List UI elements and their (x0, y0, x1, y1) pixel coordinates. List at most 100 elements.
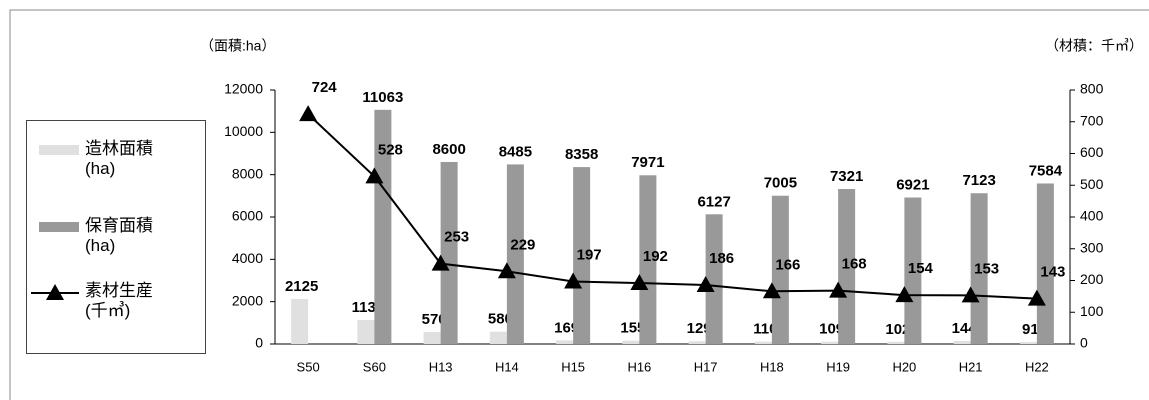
bar (506, 164, 524, 344)
legend: 造林面積 (ha) 保育面積 (ha) 素材生産 (千㎥) (26, 120, 206, 354)
value-label: 153 (974, 260, 999, 277)
value-label: 169 (554, 319, 579, 336)
value-label: 570 (422, 311, 447, 328)
y-axis-label: （面積:ha） (200, 38, 275, 54)
marker (696, 275, 715, 292)
bar (953, 340, 971, 344)
x-tick-label: H22 (1025, 359, 1049, 374)
value-label: 7584 (1029, 162, 1063, 179)
value-label: 6921 (896, 176, 929, 193)
value-label: 8358 (565, 146, 598, 163)
x-tick-label: H19 (826, 359, 850, 374)
legend-item: 造林面積 (ha) (27, 139, 153, 179)
value-label: 168 (842, 256, 867, 273)
y2-tick-label: 400 (1080, 208, 1104, 224)
y-tick-label: 2000 (232, 292, 263, 308)
x-tick-label: S60 (363, 359, 386, 374)
y2-tick-label: 600 (1080, 144, 1104, 160)
y-tick-label: 6000 (232, 208, 263, 224)
bar (970, 193, 988, 344)
bar (556, 340, 574, 344)
y-tick-label: 12000 (224, 81, 263, 97)
bar (771, 195, 789, 344)
marker (961, 286, 980, 303)
value-label: 7005 (764, 175, 797, 192)
y2-axis-label: （材積：千㎥） (1045, 38, 1143, 54)
legend-label: 素材生産 (千㎥) (85, 281, 153, 320)
marker (431, 254, 450, 271)
bar (705, 214, 723, 344)
y2-tick-label: 300 (1080, 239, 1104, 255)
bar (904, 197, 922, 344)
x-tick-label: H14 (495, 359, 519, 374)
legend-swatch (27, 281, 85, 311)
marker (497, 262, 516, 279)
value-label: 155 (620, 320, 645, 337)
x-tick-label: H13 (429, 359, 453, 374)
value-label: 109 (819, 321, 844, 338)
y2-tick-label: 200 (1080, 271, 1104, 287)
y2-tick-label: 800 (1080, 81, 1104, 97)
marker (1027, 289, 1046, 306)
bar (374, 109, 392, 345)
value-label: 192 (643, 248, 668, 265)
bar (423, 331, 441, 344)
value-label: 253 (444, 229, 469, 246)
frame (9, 9, 1149, 400)
value-label: 7321 (830, 168, 863, 185)
bar (838, 189, 856, 344)
marker (762, 282, 781, 299)
value-label: 7123 (962, 172, 995, 189)
bar (357, 320, 375, 344)
marker (895, 286, 914, 303)
y2-tick-label: 700 (1080, 112, 1104, 128)
x-tick-label: H16 (627, 359, 651, 374)
legend-swatch (27, 216, 85, 246)
marker (829, 281, 848, 298)
value-label: 2125 (285, 278, 318, 295)
y2-tick-label: 500 (1080, 176, 1104, 192)
marker (299, 105, 318, 122)
value-label: 102 (885, 321, 910, 338)
bar (573, 167, 591, 344)
y-tick-label: 10000 (224, 123, 263, 139)
legend-label: 造林面積 (ha) (85, 139, 153, 178)
bar (754, 341, 772, 344)
marker (630, 274, 649, 291)
bar (440, 161, 458, 344)
legend-item: 保育面積 (ha) (27, 216, 153, 256)
value-label: 129 (687, 320, 712, 337)
value-label: 143 (1040, 264, 1065, 281)
value-label: 8600 (432, 141, 465, 158)
y2-tick-label: 0 (1080, 335, 1088, 351)
marker (564, 272, 583, 289)
y2-tick-label: 100 (1080, 303, 1104, 319)
x-tick-label: H17 (694, 359, 718, 374)
value-label: 528 (378, 141, 403, 158)
x-tick-label: S50 (297, 359, 320, 374)
x-tick-label: H18 (760, 359, 784, 374)
value-label: 154 (908, 260, 934, 277)
value-label: 7971 (631, 154, 664, 171)
value-label: 197 (577, 246, 602, 263)
value-label: 11063 (362, 89, 403, 106)
bar (1019, 342, 1037, 344)
line (307, 113, 1037, 300)
value-label: 110 (753, 321, 777, 338)
bar (291, 299, 309, 344)
bar (688, 341, 706, 344)
x-tick-label: H21 (959, 359, 983, 374)
value-label: 166 (775, 256, 800, 273)
bar (887, 341, 905, 344)
value-label: 91 (1022, 321, 1039, 338)
value-label: 8485 (499, 143, 532, 160)
value-label: 6127 (697, 193, 730, 210)
value-label: 580 (488, 311, 513, 328)
marker (365, 167, 384, 184)
value-label: 229 (510, 236, 535, 253)
x-tick-label: H15 (561, 359, 585, 374)
y-tick-label: 4000 (232, 250, 263, 266)
value-label: 724 (312, 79, 338, 96)
